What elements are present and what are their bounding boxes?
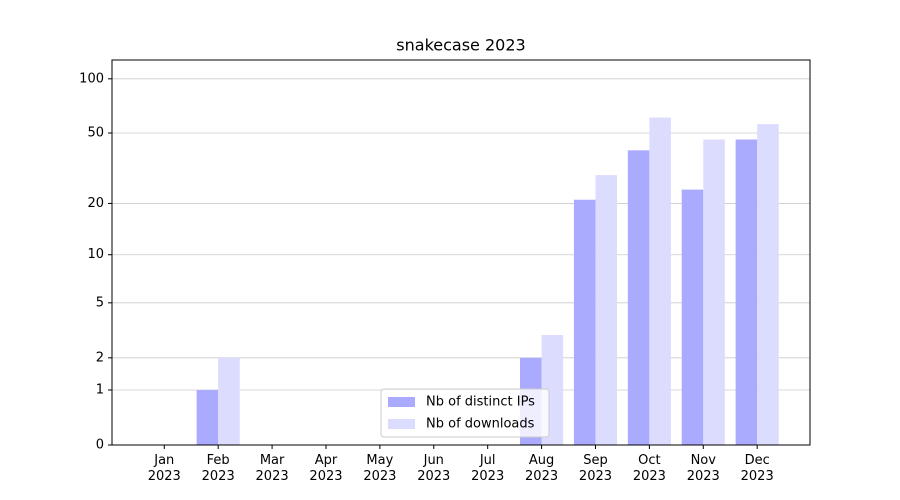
x-tick-label: Jan 2023 [147, 453, 181, 484]
y-tick-label: 20 [87, 196, 104, 211]
bar [703, 139, 725, 445]
x-tick-label: Jul 2023 [471, 453, 505, 484]
bar [218, 357, 240, 445]
y-tick-label: 5 [96, 295, 104, 310]
legend-box [380, 388, 550, 438]
legend: Nb of distinct IPs Nb of downloads [380, 388, 550, 438]
bar [681, 189, 704, 445]
bar [573, 199, 596, 445]
x-tick-label: Apr 2023 [309, 453, 343, 484]
y-tick-label: 100 [79, 71, 104, 86]
x-tick-label: Nov 2023 [686, 453, 720, 484]
legend-label: Nb of distinct IPs [426, 395, 535, 410]
x-tick-label: Dec 2023 [740, 453, 774, 484]
bar [649, 117, 671, 446]
bar [196, 390, 219, 445]
x-tick-label: Mar 2023 [255, 453, 289, 484]
y-tick-label: 1 [96, 383, 104, 398]
bar [757, 124, 779, 446]
y-tick-label: 10 [87, 247, 104, 262]
bar [627, 150, 650, 445]
x-tick-label: Aug 2023 [525, 453, 559, 484]
legend-swatch [388, 397, 415, 407]
legend-label: Nb of downloads [426, 417, 535, 432]
chart-title: snakecase 2023 [396, 36, 525, 55]
x-tick-label: Oct 2023 [632, 453, 666, 484]
plot-frame [111, 59, 811, 446]
bar [735, 139, 758, 445]
y-tick-label: 50 [87, 126, 104, 141]
x-tick-label: Sep 2023 [578, 453, 613, 484]
legend-swatch [388, 419, 415, 429]
x-tick-label: Jun 2023 [417, 453, 451, 484]
x-tick-label: May 2023 [363, 453, 397, 484]
x-tick-label: Feb 2023 [201, 453, 235, 484]
y-tick-label: 2 [96, 350, 104, 365]
bar [595, 175, 618, 445]
y-tick-label: 0 [96, 438, 104, 453]
